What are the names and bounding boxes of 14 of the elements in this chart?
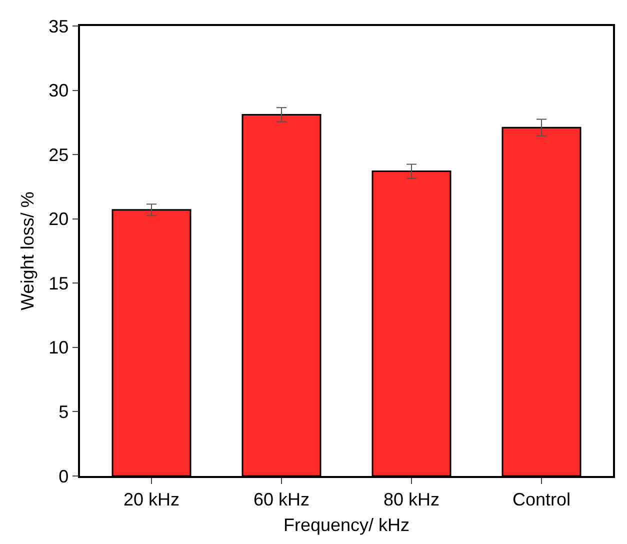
y-tick-label: 5 bbox=[58, 402, 69, 422]
y-tick-label: 35 bbox=[48, 16, 69, 36]
x-tick-label: 20 kHz bbox=[123, 489, 180, 510]
x-tick-label: 80 kHz bbox=[383, 489, 440, 510]
y-tick-label: 0 bbox=[58, 466, 69, 486]
y-tick-label: 30 bbox=[48, 80, 69, 101]
x-tick-label: 60 kHz bbox=[253, 489, 310, 510]
y-tick-label: 20 bbox=[48, 209, 69, 230]
y-tick-label: 25 bbox=[48, 144, 69, 165]
x-axis-title: Frequency/ kHz bbox=[283, 514, 410, 535]
y-tick-label: 10 bbox=[48, 338, 69, 358]
x-tick-label: Control bbox=[512, 489, 571, 510]
y-tick-label: 15 bbox=[48, 273, 69, 294]
y-axis-title: Weight loss/ % bbox=[18, 192, 38, 310]
